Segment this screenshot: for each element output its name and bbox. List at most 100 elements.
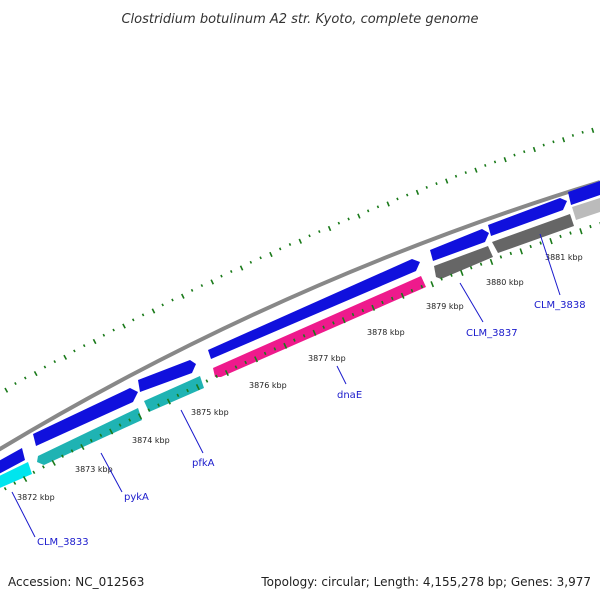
scale-tick <box>190 288 194 292</box>
scale-tick <box>579 228 583 235</box>
reverse-strand <box>0 198 600 490</box>
scale-tick <box>591 127 595 134</box>
scale-tick <box>371 304 376 311</box>
gene-label-CLM-3838[interactable]: CLM_3838 <box>534 300 586 311</box>
scale-tick <box>589 224 592 229</box>
scale-tick <box>215 374 218 379</box>
scale-tick <box>571 133 575 137</box>
scale-tick <box>205 379 209 383</box>
scale-tick <box>161 303 164 307</box>
scale-tick <box>73 349 76 353</box>
scale-tick <box>532 146 536 153</box>
scale-tick <box>137 413 143 420</box>
scale-tick <box>70 449 74 453</box>
scale-tick <box>151 308 156 314</box>
scale-tick <box>141 313 145 317</box>
dnaE-feature[interactable] <box>213 276 426 377</box>
gene-label-CLM-3837[interactable]: CLM_3837 <box>466 328 518 339</box>
accession-text: Accession: NC_012563 <box>8 575 144 589</box>
CLM-3838-feature[interactable] <box>572 198 600 220</box>
forward-cds[interactable] <box>138 360 196 392</box>
forward-cds[interactable] <box>33 388 138 446</box>
scale-tick <box>351 312 355 317</box>
scale-tick <box>63 354 68 360</box>
scale-tick <box>273 347 277 351</box>
scale-tick <box>569 231 572 235</box>
scale-tick <box>4 387 9 393</box>
scale-tick <box>440 277 443 281</box>
scale-tick <box>386 201 390 207</box>
scale-tick <box>33 371 38 377</box>
gene-label-pfkA[interactable]: pfkA <box>192 458 215 469</box>
forward-cds[interactable] <box>488 198 567 236</box>
scale-tick <box>89 438 93 443</box>
scale-tick <box>302 334 306 338</box>
gene-labels: CLM_3833 pykA pfkA dnaE CLM_3837 CLM_383… <box>37 300 586 548</box>
scale-tick <box>3 487 7 491</box>
scale-tick <box>263 351 267 356</box>
scale-tick <box>479 262 483 266</box>
scale-tick <box>186 388 189 393</box>
scale-tick <box>131 318 135 322</box>
scale-tick <box>23 376 27 380</box>
gene-label-dnaE[interactable]: dnaE <box>337 390 362 401</box>
scale-tick <box>61 454 64 458</box>
CLM-3837-feature[interactable] <box>434 246 493 279</box>
forward-cds[interactable] <box>208 259 420 359</box>
scale-tick <box>230 270 233 273</box>
scale-tick <box>322 325 325 329</box>
scale-tick <box>445 178 449 184</box>
gene-label-CLM-3833[interactable]: CLM_3833 <box>37 537 89 548</box>
kbp-label: 3880 kbp <box>486 278 524 287</box>
genome-summary-text: Topology: circular; Length: 4,155,278 bp… <box>260 575 591 589</box>
kbp-label: 3877 kbp <box>308 354 346 363</box>
kbp-label: 3873 kbp <box>75 465 113 474</box>
scale-tick <box>509 251 513 256</box>
scale-tick <box>469 266 473 270</box>
scale-tick <box>357 213 361 219</box>
scale-tick <box>549 238 553 245</box>
forward-cds[interactable] <box>430 229 489 261</box>
kbp-labels: 3872 kbp 3873 kbp 3874 kbp 3875 kbp 3876… <box>17 253 583 502</box>
scale-tick <box>92 338 97 345</box>
scale-tick <box>195 384 200 391</box>
scale-tick <box>298 238 303 244</box>
scale-tick <box>53 360 57 364</box>
scale-tick <box>102 333 106 337</box>
scale-tick <box>278 247 282 251</box>
scale-tick <box>224 369 229 377</box>
pykA-feature[interactable] <box>37 408 142 465</box>
scale-tick <box>181 293 185 299</box>
kbp-label: 3875 kbp <box>191 408 229 417</box>
scale-tick <box>13 481 17 485</box>
scale-tick <box>396 197 399 201</box>
scale-tick <box>166 398 171 405</box>
gene-label-pykA[interactable]: pykA <box>124 492 149 503</box>
scale-tick <box>425 185 428 189</box>
scale-tick <box>361 308 365 313</box>
reverse-cds[interactable] <box>492 214 574 253</box>
forward-cds[interactable] <box>0 448 25 476</box>
scale-tick <box>430 281 435 288</box>
forward-cds[interactable] <box>568 181 600 205</box>
scale-tick <box>32 470 36 474</box>
scale-tick <box>118 423 122 427</box>
scale-tick <box>22 476 28 483</box>
scale-tick <box>288 243 292 246</box>
scale-tick <box>559 234 562 239</box>
pfkA-feature[interactable] <box>144 376 204 412</box>
backbone-line <box>0 180 600 452</box>
kbp-label: 3881 kbp <box>545 253 583 262</box>
scale-tick <box>157 403 160 407</box>
scale-tick <box>499 255 503 259</box>
scale-tick <box>420 284 424 289</box>
scale-tick <box>82 344 86 348</box>
scale-tick <box>283 342 288 349</box>
scale-tick <box>318 230 321 234</box>
scale-tick <box>128 418 132 422</box>
CLM-3833-feature[interactable] <box>0 462 32 490</box>
scale-tick <box>259 256 262 260</box>
scale-tick <box>210 279 215 285</box>
scale-tick <box>464 171 467 175</box>
